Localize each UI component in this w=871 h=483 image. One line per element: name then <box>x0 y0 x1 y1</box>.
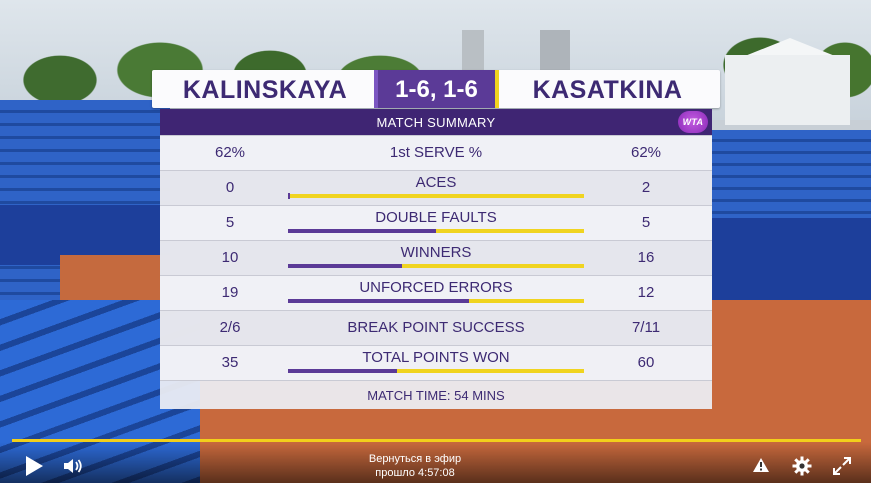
stat-left-value: 2/6 <box>219 319 241 336</box>
wta-logo-icon: WTA <box>678 111 708 133</box>
play-icon[interactable] <box>24 455 44 477</box>
match-score: 1-6, 1-6 <box>374 70 499 108</box>
stat-bar-fill <box>288 299 470 303</box>
stat-row-double-faults: 5 DOUBLE FAULTS 5 <box>160 205 712 240</box>
stat-row-winners: 10 WINNERS 16 <box>160 240 712 275</box>
stat-bar-fill <box>288 229 436 233</box>
stat-right-value: 62% <box>630 144 662 161</box>
alert-icon[interactable] <box>752 457 770 473</box>
stat-bar <box>288 299 584 303</box>
stat-right-value: 60 <box>637 354 655 371</box>
stands-right <box>712 130 871 220</box>
match-summary-overlay: KALINSKAYA 1-6, 1-6 KASATKINA MATCH SUMM… <box>152 70 720 409</box>
section-title-text: MATCH SUMMARY <box>376 115 496 130</box>
stat-left-value: 5 <box>225 214 235 231</box>
fullscreen-icon[interactable] <box>832 456 852 476</box>
stat-row-total-points: 35 TOTAL POINTS WON 60 <box>160 345 712 380</box>
stat-right-value: 16 <box>637 249 655 266</box>
stat-label: 1st SERVE % <box>389 144 483 161</box>
stat-bar <box>288 194 584 198</box>
stat-bar-start <box>288 193 290 199</box>
stat-left-value: 62% <box>214 144 246 161</box>
stat-label: DOUBLE FAULTS <box>375 209 497 226</box>
tent <box>725 55 850 125</box>
stats-table: 62% 1st SERVE % 62% 0 ACES 2 5 DOUBLE FA… <box>160 135 712 380</box>
back-to-live-label: Вернуться в эфир <box>368 453 462 465</box>
match-time: MATCH TIME: 54 MINS <box>160 380 712 409</box>
score-header: KALINSKAYA 1-6, 1-6 KASATKINA <box>152 70 720 108</box>
stat-right-value: 7/11 <box>631 319 661 336</box>
stat-label: WINNERS <box>400 244 472 261</box>
player-controls: Вернуться в эфир прошло 4:57:08 <box>0 442 871 483</box>
wall-right <box>712 218 871 313</box>
stat-bar-fill <box>288 369 397 373</box>
section-title: MATCH SUMMARY WTA <box>160 109 712 135</box>
tent-roof <box>740 38 840 58</box>
stat-label: TOTAL POINTS WON <box>362 349 510 366</box>
gear-icon[interactable] <box>792 456 812 476</box>
elapsed-time: прошло 4:57:08 <box>375 467 455 479</box>
stat-row-aces: 0 ACES 2 <box>160 170 712 205</box>
stat-bar-fill <box>288 264 402 268</box>
stat-left-value: 10 <box>221 249 239 266</box>
stat-right-value: 2 <box>641 179 651 196</box>
stat-label: UNFORCED ERRORS <box>359 279 513 296</box>
player-right-name: KASATKINA <box>532 76 683 104</box>
stat-label: ACES <box>415 174 457 191</box>
stat-right-value: 5 <box>641 214 651 231</box>
stat-bar <box>288 229 584 233</box>
stat-left-value: 19 <box>221 284 239 301</box>
back-to-live-button[interactable]: Вернуться в эфир прошло 4:57:08 <box>300 452 530 480</box>
stat-row-break-points: 2/6 BREAK POINT SUCCESS 7/11 <box>160 310 712 345</box>
player-left-name: KALINSKAYA <box>182 76 348 104</box>
stat-row-first-serve: 62% 1st SERVE % 62% <box>160 135 712 170</box>
stat-left-value: 0 <box>225 179 235 196</box>
stat-right-value: 12 <box>637 284 655 301</box>
volume-icon[interactable] <box>63 457 83 475</box>
stat-bar <box>288 369 584 373</box>
stat-bar <box>288 264 584 268</box>
stat-label: BREAK POINT SUCCESS <box>347 319 525 336</box>
stat-left-value: 35 <box>221 354 239 371</box>
progress-bar[interactable] <box>12 439 861 442</box>
stat-row-unforced-errors: 19 UNFORCED ERRORS 12 <box>160 275 712 310</box>
